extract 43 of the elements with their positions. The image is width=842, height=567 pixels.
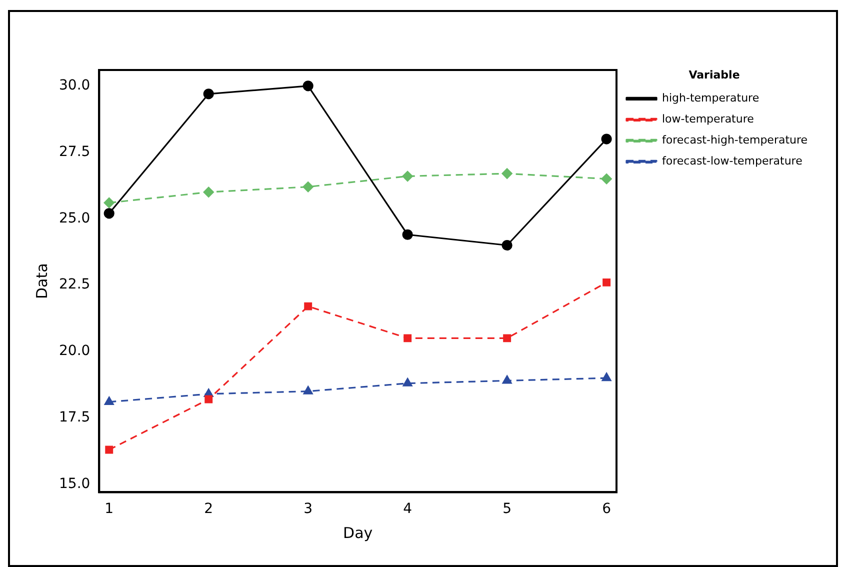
point: [601, 134, 612, 144]
legend-label: forecast-low-temperature: [662, 154, 803, 168]
point: [402, 229, 413, 240]
point: [602, 278, 611, 286]
y-axis-title: Data: [32, 263, 51, 300]
point: [304, 302, 312, 310]
point: [105, 446, 114, 454]
point: [402, 170, 413, 182]
point: [104, 396, 114, 405]
y-tick-label: 17.5: [59, 409, 90, 426]
point: [602, 372, 612, 382]
point: [502, 375, 512, 384]
x-tick-label: 4: [403, 501, 412, 518]
legend-label: high-temperature: [662, 92, 760, 105]
y-tick-label: 25.0: [59, 210, 90, 226]
point: [203, 88, 214, 100]
x-tick-label: 1: [104, 501, 114, 518]
legend-label: low-temperature: [662, 112, 754, 126]
legend-title: Variable: [688, 68, 740, 82]
point: [302, 80, 314, 92]
legend-label: forecast-high-temperature: [662, 134, 808, 147]
x-tick-label: 2: [204, 501, 214, 518]
x-tick-label: 6: [602, 501, 612, 518]
point: [503, 334, 512, 342]
point: [402, 378, 412, 386]
point: [204, 395, 213, 404]
point: [404, 334, 412, 342]
y-tick-label: 30.0: [59, 78, 90, 94]
x-tick-label: 5: [502, 501, 512, 518]
point: [203, 186, 214, 198]
y-tick-label: 20.0: [59, 343, 90, 360]
y-tick-label: 15.0: [59, 476, 90, 492]
x-tick-label: 3: [304, 501, 313, 518]
point: [104, 208, 114, 219]
point: [104, 197, 114, 208]
point: [502, 240, 512, 251]
x-axis-title: Day: [343, 524, 373, 542]
y-tick-label: 22.5: [59, 276, 90, 293]
point: [302, 182, 314, 192]
y-tick-label: 27.5: [59, 144, 90, 160]
point: [601, 174, 612, 184]
point: [502, 168, 512, 179]
point: [303, 386, 313, 394]
